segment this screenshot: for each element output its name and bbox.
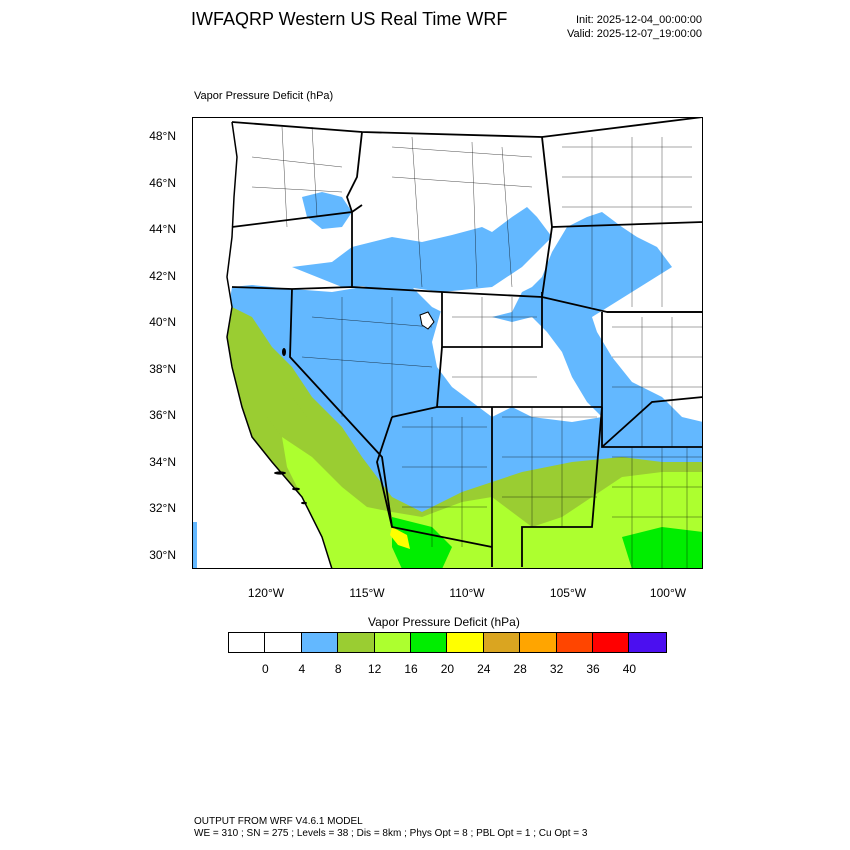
colorbar-label: 4: [298, 662, 306, 676]
vpd-map: [192, 117, 703, 569]
lat-label-48: 48°N: [149, 129, 176, 143]
colorbar-label: 32: [549, 662, 564, 676]
model-info: OUTPUT FROM WRF V4.6.1 MODEL: [194, 816, 363, 827]
plot-title: IWFAQRP Western US Real Time WRF: [191, 9, 508, 29]
map-frame: [192, 117, 703, 569]
colorbar: [228, 632, 667, 653]
colorbar-label: 24: [477, 662, 491, 676]
vpd-band-4-8-idaho: [302, 192, 352, 229]
great-salt-lake: [419, 311, 435, 330]
vpd-band-20-24: [390, 527, 410, 549]
vpd-band-8-12-central-valley: [252, 357, 307, 437]
lake-tahoe: [282, 348, 286, 356]
lon-label-120: 120°W: [247, 586, 285, 600]
colorbar-label: 0: [262, 662, 269, 676]
lon-label-100: 100°W: [649, 586, 687, 600]
colorbar-label: 40: [622, 662, 637, 676]
coastline: [226, 121, 333, 569]
colorbar-label: 28: [513, 662, 527, 676]
colorbar-label: 20: [440, 662, 455, 676]
colorbar-cell: [592, 633, 630, 652]
colorbar-label: 36: [586, 662, 600, 676]
colorbar-cell: [265, 633, 302, 652]
lat-label-36: 36°N: [149, 408, 176, 422]
lat-label-40: 40°N: [149, 315, 176, 329]
field-name: Vapor Pressure Deficit (hPa): [194, 90, 334, 102]
valid-time: Valid: 2025-12-07_19:00:00: [567, 28, 702, 40]
lat-label-46: 46°N: [149, 176, 176, 190]
colorbar-label: 8: [334, 662, 342, 676]
colorbar-cell: [301, 633, 339, 652]
lat-label-34: 34°N: [149, 455, 176, 469]
colorbar-cell: [229, 633, 266, 652]
colorbar-cell: [483, 633, 521, 652]
channel-islands: [274, 471, 307, 505]
lat-label-38: 38°N: [149, 362, 176, 376]
lat-label-32: 32°N: [149, 501, 176, 515]
county-boundaries: [251, 126, 703, 569]
init-time: Init: 2025-12-04_00:00:00: [576, 14, 702, 26]
domain-info: WE = 310 ; SN = 275 ; Levels = 38 ; Dis …: [194, 828, 588, 839]
vpd-band-0-4-rockies: [432, 302, 602, 422]
pacific-ocean: [192, 117, 332, 569]
colorbar-label: 16: [404, 662, 418, 676]
lon-label-105: 105°W: [549, 586, 587, 600]
state-boundaries: [231, 117, 703, 567]
colorbar-label: 12: [367, 662, 382, 676]
vpd-band-4-8-offshore: [192, 522, 197, 569]
vpd-band-4-8-north: [292, 207, 552, 292]
run-times: Init: 2025-12-04_00:00:00 Valid: 2025-12…: [567, 13, 702, 41]
lon-label-115: 115°W: [349, 586, 385, 600]
lat-label-30: 30°N: [149, 548, 176, 562]
colorbar-cell: [410, 633, 448, 652]
colorbar-cell: [374, 633, 411, 652]
colorbar-cell: [629, 633, 666, 652]
vpd-band-16-20-texas: [622, 527, 703, 569]
colorbar-cell: [447, 633, 484, 652]
footer: OUTPUT FROM WRF V4.6.1 MODEL WE = 310 ; …: [194, 816, 587, 840]
map-panel: [192, 117, 703, 569]
lat-label-44: 44°N: [149, 222, 176, 236]
lon-label-110: 110°W: [449, 586, 485, 600]
lat-label-42: 42°N: [149, 269, 176, 283]
colorbar-cell: [520, 633, 557, 652]
colorbar-cell: [338, 633, 375, 652]
colorbar-cell: [556, 633, 593, 652]
colorbar-title: Vapor Pressure Deficit (hPa): [368, 615, 520, 629]
